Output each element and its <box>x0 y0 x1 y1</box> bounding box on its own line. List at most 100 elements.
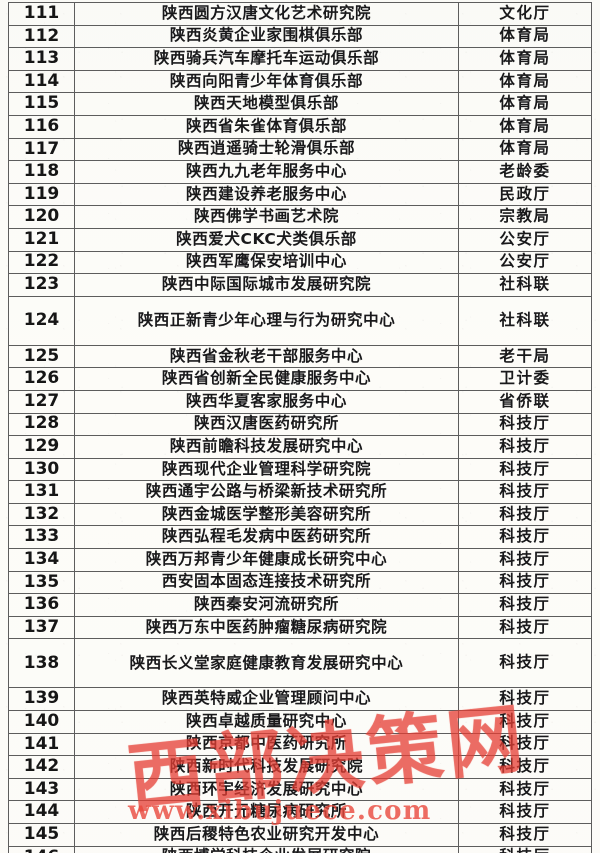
supervising-department-cell: 科技厅 <box>458 548 592 572</box>
row-number-cell: 137 <box>8 615 75 640</box>
organization-name-cell: 陕西省金秋老干部服务中心 <box>74 344 459 369</box>
organization-name-cell: 西安固本固态连接技术研究所 <box>74 570 459 595</box>
row-number-cell: 129 <box>8 435 75 459</box>
table-row: 138 陕西长义堂家庭健康教育发展研究中心 科技厅 <box>8 638 592 689</box>
supervising-department-cell: 社科联 <box>458 295 592 346</box>
organization-name-cell: 陕西建设养老服务中心 <box>74 182 459 207</box>
table-row: 131 陕西通宇公路与桥梁新技术研究所 科技厅 <box>8 480 592 504</box>
table-row: 144 陕西开元糖尿病研究所 科技厅 <box>8 800 592 824</box>
row-number-cell: 125 <box>8 344 75 369</box>
organization-name-cell: 陕西万邦青少年健康成长研究中心 <box>74 548 459 572</box>
row-number-cell: 144 <box>8 800 75 824</box>
organization-name-cell: 陕西向阳青少年体育俱乐部 <box>74 69 459 94</box>
row-number-cell: 119 <box>8 182 75 207</box>
organization-name-cell: 陕西卓越质量研究中心 <box>74 710 459 734</box>
table-row: 136 陕西秦安河流研究所 科技厅 <box>8 593 592 617</box>
organization-name-cell: 陕西前瞻科技发展研究中心 <box>74 435 459 459</box>
supervising-department-cell: 卫计委 <box>458 367 592 391</box>
table-row: 133 陕西弘程毛发病中医药研究所 科技厅 <box>8 525 592 550</box>
table-row: 126 陕西省创新全民健康服务中心 卫计委 <box>8 367 592 391</box>
row-number-cell: 140 <box>8 710 75 734</box>
organization-name-cell: 陕西逍遥骑士轮滑俱乐部 <box>74 137 459 162</box>
registry-table-container: 111 陕西圆方汉唐文化艺术研究院 文化厅 112 陕西炎黄企业家围棋俱乐部 体育局 113… <box>8 2 592 853</box>
organization-name-cell: 陕西弘程毛发病中医药研究所 <box>74 525 459 550</box>
registry-table: 111 陕西圆方汉唐文化艺术研究院 文化厅 112 陕西炎黄企业家围棋俱乐部 体育局 113… <box>8 2 592 853</box>
row-number-cell: 117 <box>8 137 75 162</box>
table-row: 114 陕西向阳青少年体育俱乐部 体育局 <box>8 69 592 94</box>
supervising-department-cell: 科技厅 <box>458 777 592 802</box>
organization-name-cell: 陕西骑兵汽车摩托车运动俱乐部 <box>74 47 459 71</box>
organization-name-cell: 陕西长义堂家庭健康教育发展研究中心 <box>74 638 459 689</box>
supervising-department-cell: 科技厅 <box>458 412 592 437</box>
organization-name-cell: 陕西博学科技企业发展研究院 <box>74 845 459 853</box>
supervising-department-cell: 体育局 <box>458 92 592 116</box>
row-number-cell: 128 <box>8 412 75 437</box>
row-number-cell: 118 <box>8 160 75 184</box>
table-row: 132 陕西金城医学整形美容研究所 科技厅 <box>8 502 592 527</box>
row-number-cell: 120 <box>8 205 75 229</box>
supervising-department-cell: 宗教局 <box>458 205 592 229</box>
organization-name-cell: 陕西中际国际城市发展研究院 <box>74 273 459 297</box>
row-number-cell: 130 <box>8 457 75 482</box>
organization-name-cell: 陕西开元糖尿病研究所 <box>74 800 459 824</box>
row-number-cell: 122 <box>8 250 75 275</box>
table-row: 127 陕西华夏客家服务中心 省侨联 <box>8 389 592 414</box>
table-row: 111 陕西圆方汉唐文化艺术研究院 文化厅 <box>8 2 592 26</box>
organization-name-cell: 陕西新时代科技发展研究院 <box>74 755 459 779</box>
row-number-cell: 142 <box>8 755 75 779</box>
row-number-cell: 138 <box>8 638 75 689</box>
table-row: 122 陕西军鹰保安培训中心 公安厅 <box>8 250 592 275</box>
row-number-cell: 146 <box>8 845 75 853</box>
table-row: 124 陕西正新青少年心理与行为研究中心 社科联 <box>8 295 592 346</box>
table-row: 123 陕西中际国际城市发展研究院 社科联 <box>8 273 592 297</box>
supervising-department-cell: 科技厅 <box>458 732 592 757</box>
organization-name-cell: 陕西现代企业管理科学研究院 <box>74 457 459 482</box>
table-row: 137 陕西万东中医药肿瘤糖尿病研究院 科技厅 <box>8 615 592 640</box>
organization-name-cell: 陕西英特威企业管理顾问中心 <box>74 687 459 712</box>
row-number-cell: 112 <box>8 24 75 49</box>
table-row: 118 陕西九九老年服务中心 老龄委 <box>8 160 592 184</box>
row-number-cell: 134 <box>8 548 75 572</box>
organization-name-cell: 陕西九九老年服务中心 <box>74 160 459 184</box>
supervising-department-cell: 公安厅 <box>458 250 592 275</box>
supervising-department-cell: 科技厅 <box>458 525 592 550</box>
supervising-department-cell: 科技厅 <box>458 570 592 595</box>
organization-name-cell: 陕西金城医学整形美容研究所 <box>74 502 459 527</box>
table-row: 141 陕西京都中医药研究所 科技厅 <box>8 732 592 757</box>
table-row: 142 陕西新时代科技发展研究院 科技厅 <box>8 755 592 779</box>
table-row: 112 陕西炎黄企业家围棋俱乐部 体育局 <box>8 24 592 49</box>
row-number-cell: 135 <box>8 570 75 595</box>
supervising-department-cell: 文化厅 <box>458 2 592 26</box>
supervising-department-cell: 体育局 <box>458 47 592 71</box>
table-row: 129 陕西前瞻科技发展研究中心 科技厅 <box>8 435 592 459</box>
organization-name-cell: 陕西通宇公路与桥梁新技术研究所 <box>74 480 459 504</box>
row-number-cell: 121 <box>8 227 75 252</box>
supervising-department-cell: 科技厅 <box>458 845 592 853</box>
row-number-cell: 124 <box>8 295 75 346</box>
organization-name-cell: 陕西圆方汉唐文化艺术研究院 <box>74 2 459 26</box>
organization-name-cell: 陕西万东中医药肿瘤糖尿病研究院 <box>74 615 459 640</box>
row-number-cell: 115 <box>8 92 75 116</box>
supervising-department-cell: 科技厅 <box>458 638 592 689</box>
supervising-department-cell: 公安厅 <box>458 227 592 252</box>
row-number-cell: 132 <box>8 502 75 527</box>
organization-name-cell: 陕西正新青少年心理与行为研究中心 <box>74 295 459 346</box>
organization-name-cell: 陕西京都中医药研究所 <box>74 732 459 757</box>
table-row: 145 陕西后稷特色农业研究开发中心 科技厅 <box>8 823 592 847</box>
table-row: 146陕西博学科技企业发展研究院科技厅 <box>8 845 592 853</box>
row-number-cell: 116 <box>8 114 75 139</box>
supervising-department-cell: 老龄委 <box>458 160 592 184</box>
table-row: 119 陕西建设养老服务中心 民政厅 <box>8 182 592 207</box>
supervising-department-cell: 科技厅 <box>458 502 592 527</box>
organization-name-cell: 陕西汉唐医药研究所 <box>74 412 459 437</box>
supervising-department-cell: 科技厅 <box>458 457 592 482</box>
row-number-cell: 136 <box>8 593 75 617</box>
supervising-department-cell: 科技厅 <box>458 800 592 824</box>
supervising-department-cell: 省侨联 <box>458 389 592 414</box>
row-number-cell: 114 <box>8 69 75 94</box>
supervising-department-cell: 科技厅 <box>458 710 592 734</box>
row-number-cell: 113 <box>8 47 75 71</box>
registry-table-body: 111 陕西圆方汉唐文化艺术研究院 文化厅 112 陕西炎黄企业家围棋俱乐部 体育局 113… <box>8 2 592 853</box>
table-row: 130 陕西现代企业管理科学研究院 科技厅 <box>8 457 592 482</box>
